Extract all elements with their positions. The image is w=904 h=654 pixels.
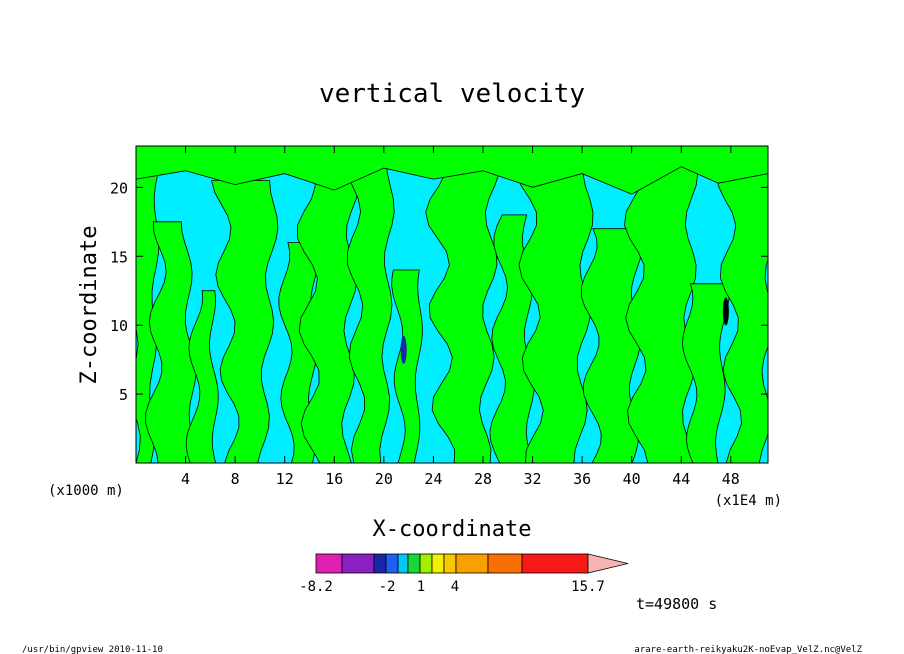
positive-region bbox=[515, 146, 594, 463]
positive-velocity-regions bbox=[136, 146, 768, 463]
positive-region bbox=[716, 146, 768, 463]
core-spot bbox=[722, 297, 729, 326]
y-tick-label: 15 bbox=[110, 248, 128, 266]
y-tick-label: 20 bbox=[110, 179, 128, 197]
colorbar-swatch bbox=[397, 553, 409, 574]
plot-frame bbox=[135, 145, 769, 464]
colorbar-tick-label: 15.7 bbox=[571, 579, 605, 595]
positive-region bbox=[211, 180, 279, 463]
x-unit-right: (x1E4 m) bbox=[715, 493, 782, 509]
plot-area bbox=[136, 146, 768, 463]
colorbar-swatch bbox=[341, 553, 375, 574]
y-tick-label: 10 bbox=[110, 317, 128, 335]
colorbar-swatch bbox=[315, 553, 343, 574]
footer-right: arare-earth-reikyaku2K-noEvap_VelZ.nc@Ve… bbox=[634, 645, 862, 654]
core-spot bbox=[400, 335, 407, 364]
x-tick-label: 24 bbox=[424, 470, 442, 488]
x-unit-left: (x1000 m) bbox=[48, 483, 124, 499]
x-tick-label: 16 bbox=[325, 470, 343, 488]
x-tick-label: 12 bbox=[276, 470, 294, 488]
negative-core-regions bbox=[400, 297, 729, 364]
colorbar-tick-label: 4 bbox=[451, 579, 459, 595]
x-tick-label: 4 bbox=[181, 470, 190, 488]
colorbar-tick-label: -2 bbox=[379, 579, 396, 595]
time-label: t=49800 s bbox=[636, 595, 717, 613]
x-axis-label: X-coordinate bbox=[373, 517, 532, 542]
x-tick-label: 36 bbox=[573, 470, 591, 488]
colorbar-swatch bbox=[385, 553, 399, 574]
colorbar-swatch bbox=[443, 553, 457, 574]
colorbar-tick-label: -8.2 bbox=[299, 579, 333, 595]
positive-region bbox=[425, 146, 501, 463]
colorbar-swatch bbox=[521, 553, 589, 574]
x-tick-label: 44 bbox=[672, 470, 690, 488]
colorbar-swatch bbox=[431, 553, 445, 574]
positive-region bbox=[145, 221, 201, 463]
x-tick-label: 40 bbox=[623, 470, 641, 488]
x-tick-label: 28 bbox=[474, 470, 492, 488]
colorbar-swatch bbox=[373, 553, 387, 574]
colorbar-labels: -8.2 -2 1 4 15.7 bbox=[299, 579, 605, 595]
positive-region-top bbox=[136, 146, 768, 195]
y-axis-ticks: 5 10 15 20 bbox=[110, 179, 768, 404]
colorbar-swatch bbox=[407, 553, 421, 574]
x-axis-ticks: 4 8 12 16 20 24 28 32 36 40 44 48 bbox=[181, 146, 740, 488]
positive-region bbox=[391, 269, 423, 463]
x-tick-label: 48 bbox=[722, 470, 740, 488]
positive-region bbox=[185, 290, 219, 463]
positive-region bbox=[344, 146, 395, 463]
colorbar-swatch bbox=[487, 553, 523, 574]
x-tick-label: 8 bbox=[231, 470, 240, 488]
chart-title: vertical velocity bbox=[319, 79, 585, 109]
footer-left: /usr/bin/gpview 2010-11-10 bbox=[22, 645, 163, 654]
x-tick-label: 32 bbox=[524, 470, 542, 488]
x-tick-label: 20 bbox=[375, 470, 393, 488]
colorbar-extension bbox=[587, 553, 629, 574]
colorbar bbox=[315, 553, 629, 574]
y-axis-label: Z-coordinate bbox=[77, 226, 102, 385]
colorbar-swatch bbox=[455, 553, 489, 574]
y-tick-label: 5 bbox=[119, 386, 128, 404]
colorbar-swatch bbox=[419, 553, 433, 574]
colorbar-tick-label: 1 bbox=[417, 579, 425, 595]
